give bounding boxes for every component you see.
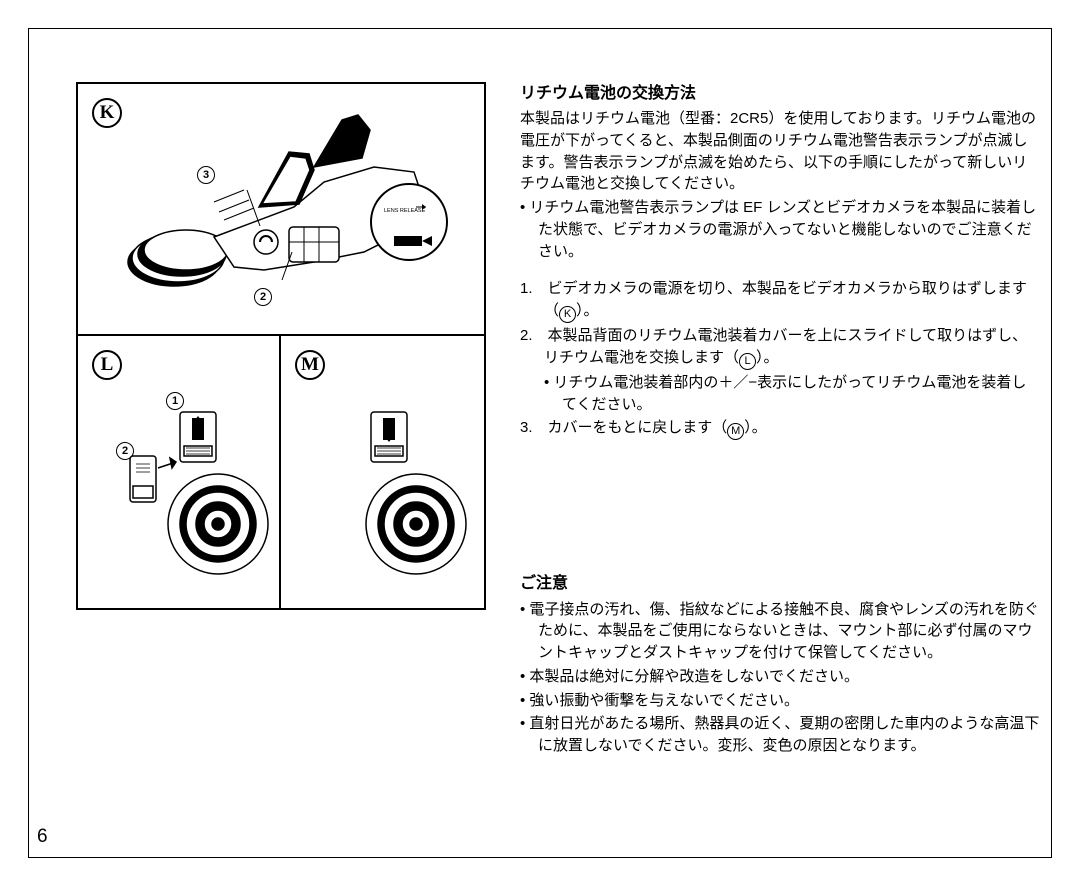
section1-notes: リチウム電池警告表示ランプは EF レンズとビデオカメラを本製品に装着した状態で…: [520, 197, 1040, 262]
figure-panel-m: M: [281, 336, 484, 608]
panel-label-m: M: [295, 350, 325, 380]
section2-bullets: 電子接点の汚れ、傷、指紋などによる接触不良、腐食やレンズの汚れを防ぐために、本製…: [520, 599, 1040, 757]
ref-k: K: [559, 306, 576, 323]
content-area: K 3 1 2: [76, 82, 1040, 759]
step-3: 3. カバーをもとに戻します（M）。: [520, 417, 1040, 440]
section1-intro: 本製品はリチウム電池（型番：2CR5）を使用しております。リチウム電池の電圧が下…: [520, 108, 1040, 195]
step-2: 2. 本製品背面のリチウム電池装着カバーを上にスライドして取りはずし、リチウム電…: [520, 325, 1040, 415]
section1-heading: リチウム電池の交換方法: [520, 82, 1040, 105]
step-2-sub-item: リチウム電池装着部内の＋／−表示にしたがってリチウム電池を装着してください。: [562, 372, 1040, 416]
figure-bottom-row: L 1 2: [78, 336, 484, 608]
step-2-sub: リチウム電池装着部内の＋／−表示にしたがってリチウム電池を装着してください。: [544, 372, 1040, 416]
adapter-illustration-m: [311, 394, 483, 594]
ref-l: L: [739, 353, 756, 370]
camera-illustration: LENS RELEASE: [114, 112, 464, 326]
text-column: リチウム電池の交換方法 本製品はリチウム電池（型番：2CR5）を使用しております…: [520, 82, 1040, 759]
caution-3: 強い振動や衝撃を与えないでください。: [520, 690, 1040, 712]
caution-4: 直射日光があたる場所、熱器具の近く、夏期の密閉した車内のような高温下に放置しない…: [520, 713, 1040, 757]
figure-column: K 3 1 2: [76, 82, 488, 759]
caution-1: 電子接点の汚れ、傷、指紋などによる接触不良、腐食やレンズの汚れを防ぐために、本製…: [520, 599, 1040, 664]
panel-label-l: L: [92, 350, 122, 380]
lens-release-label: LENS RELEASE: [384, 208, 426, 214]
figure-panel-l: L 1 2: [78, 336, 281, 608]
caution-2: 本製品は絶対に分解や改造をしないでください。: [520, 666, 1040, 688]
section2: ご注意 電子接点の汚れ、傷、指紋などによる接触不良、腐食やレンズの汚れを防ぐため…: [520, 572, 1040, 756]
section1-steps: 1. ビデオカメラの電源を切り、本製品をビデオカメラから取りはずします（K）。 …: [520, 278, 1040, 440]
adapter-illustration-l: [108, 394, 280, 594]
ref-m: M: [727, 423, 744, 440]
section2-heading: ご注意: [520, 572, 1040, 595]
section1-note1: リチウム電池警告表示ランプは EF レンズとビデオカメラを本製品に装着した状態で…: [520, 197, 1040, 262]
step-1: 1. ビデオカメラの電源を切り、本製品をビデオカメラから取りはずします（K）。: [520, 278, 1040, 323]
figure-panel-k: K 3 1 2: [78, 84, 484, 336]
page-number: 6: [37, 826, 48, 848]
figure-box: K 3 1 2: [76, 82, 486, 610]
